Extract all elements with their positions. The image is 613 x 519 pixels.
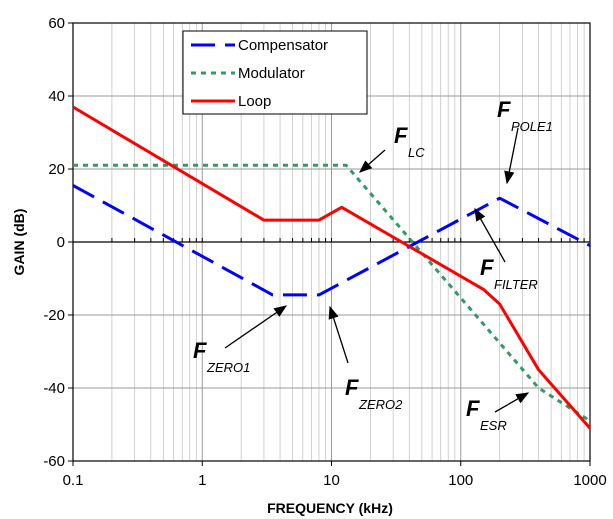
annotation-arrow-filter bbox=[474, 207, 506, 263]
legend-label-modulator: Modulator bbox=[238, 65, 305, 82]
annotation-arrow-pole1 bbox=[504, 127, 519, 185]
y-tick-label: 60 bbox=[48, 15, 65, 32]
annotation-arrow-esr bbox=[494, 392, 530, 413]
annotation-label-pole1: F bbox=[497, 97, 511, 122]
y-tick-label: -60 bbox=[43, 453, 65, 470]
annotation-label-lc: F bbox=[394, 123, 408, 148]
legend-label-compensator: Compensator bbox=[238, 37, 328, 54]
axis-ticks: 60 40 20 0 -20 -40 -60 0.1 1 10 100 1000 bbox=[43, 15, 606, 489]
x-tick-label: 100 bbox=[448, 472, 473, 489]
legend: Compensator Modulator Loop bbox=[182, 30, 368, 115]
y-tick-label: 0 bbox=[57, 234, 65, 251]
annotation-subscript-filter: FILTER bbox=[494, 277, 538, 292]
y-tick-label: 20 bbox=[48, 161, 65, 178]
annotation-subscript-lc: LC bbox=[408, 145, 425, 160]
x-tick-label: 1 bbox=[198, 472, 206, 489]
annotation-label-esr: F bbox=[466, 396, 480, 421]
series-loop-line bbox=[72, 105, 592, 430]
x-tick-label: 10 bbox=[323, 472, 340, 489]
x-tick-label: 1000 bbox=[573, 472, 606, 489]
x-tick-label: 0.1 bbox=[63, 472, 84, 489]
annotation-subscript-zero1: ZERO1 bbox=[206, 360, 250, 375]
series-layer bbox=[72, 105, 592, 430]
annotation-label-zero1: F bbox=[193, 338, 207, 363]
annotation-arrow-lc bbox=[359, 149, 386, 173]
y-tick-label: -20 bbox=[43, 307, 65, 324]
y-axis-label: GAIN (dB) bbox=[11, 209, 27, 276]
annotation-arrow-zero2 bbox=[328, 305, 349, 364]
annotation-label-zero2: F bbox=[345, 375, 359, 400]
series-compensator-line bbox=[72, 184, 591, 297]
annotation-subscript-pole1: POLE1 bbox=[511, 119, 553, 134]
annotation-subscript-zero2: ZERO2 bbox=[358, 397, 403, 412]
series-modulator-line bbox=[73, 163, 591, 423]
y-tick-label: -40 bbox=[43, 380, 65, 397]
x-axis-label: FREQUENCY (kHz) bbox=[267, 500, 393, 516]
annotation-arrow-zero1 bbox=[224, 305, 288, 349]
legend-label-loop: Loop bbox=[238, 93, 271, 110]
annotation-label-filter: F bbox=[480, 255, 494, 280]
y-tick-label: 40 bbox=[48, 88, 65, 105]
annotation-subscript-esr: ESR bbox=[480, 418, 507, 433]
